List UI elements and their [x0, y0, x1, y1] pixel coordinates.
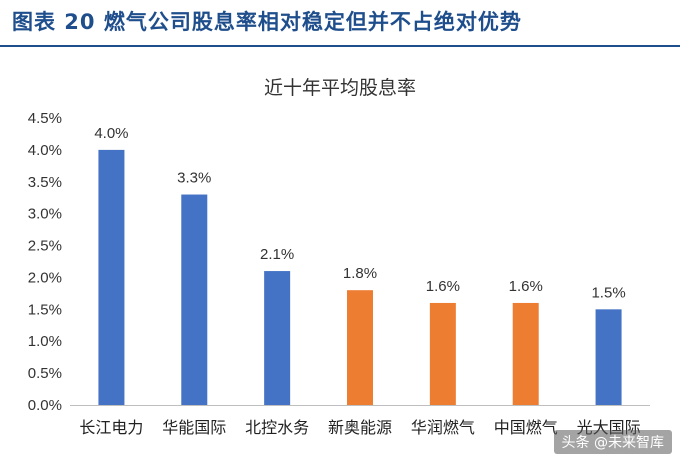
data-label: 2.1% [260, 246, 294, 263]
y-tick-label: 0.0% [28, 397, 62, 414]
bar [98, 149, 125, 405]
data-label: 1.8% [343, 265, 377, 282]
y-tick-label: 4.5% [28, 110, 62, 127]
y-tick-label: 3.0% [28, 206, 62, 223]
y-tick-label: 2.0% [28, 269, 62, 286]
y-tick-label: 3.5% [28, 174, 62, 191]
bar [181, 194, 208, 405]
data-label: 3.3% [177, 170, 211, 187]
category-label: 中国燃气 [494, 418, 558, 437]
report-header: 图表 20 燃气公司股息率相对稳定但并不占绝对优势 [0, 0, 680, 50]
data-label: 1.6% [509, 278, 543, 295]
category-label: 北控水务 [245, 418, 309, 437]
data-label: 1.5% [591, 284, 625, 301]
bar [264, 271, 291, 405]
category-label: 长江电力 [79, 418, 143, 437]
category-label: 新奥能源 [328, 418, 392, 437]
category-label: 华润燃气 [411, 418, 475, 437]
category-label: 华能国际 [162, 418, 226, 437]
header-divider [0, 45, 680, 47]
y-tick-label: 1.5% [28, 301, 62, 318]
data-label: 4.0% [94, 125, 128, 142]
figure-caption: 图表 20 燃气公司股息率相对稳定但并不占绝对优势 [12, 10, 522, 34]
y-tick-label: 4.0% [28, 142, 62, 159]
data-label: 1.6% [426, 278, 460, 295]
y-tick-label: 2.5% [28, 238, 62, 255]
y-tick-label: 0.5% [28, 365, 62, 382]
watermark: 头条 @未来智库 [553, 430, 672, 454]
bar [347, 290, 373, 405]
chart-title: 近十年平均股息率 [263, 77, 416, 99]
y-tick-label: 1.0% [28, 333, 62, 350]
bar [512, 302, 539, 405]
bar [595, 309, 622, 405]
bar [429, 302, 456, 405]
